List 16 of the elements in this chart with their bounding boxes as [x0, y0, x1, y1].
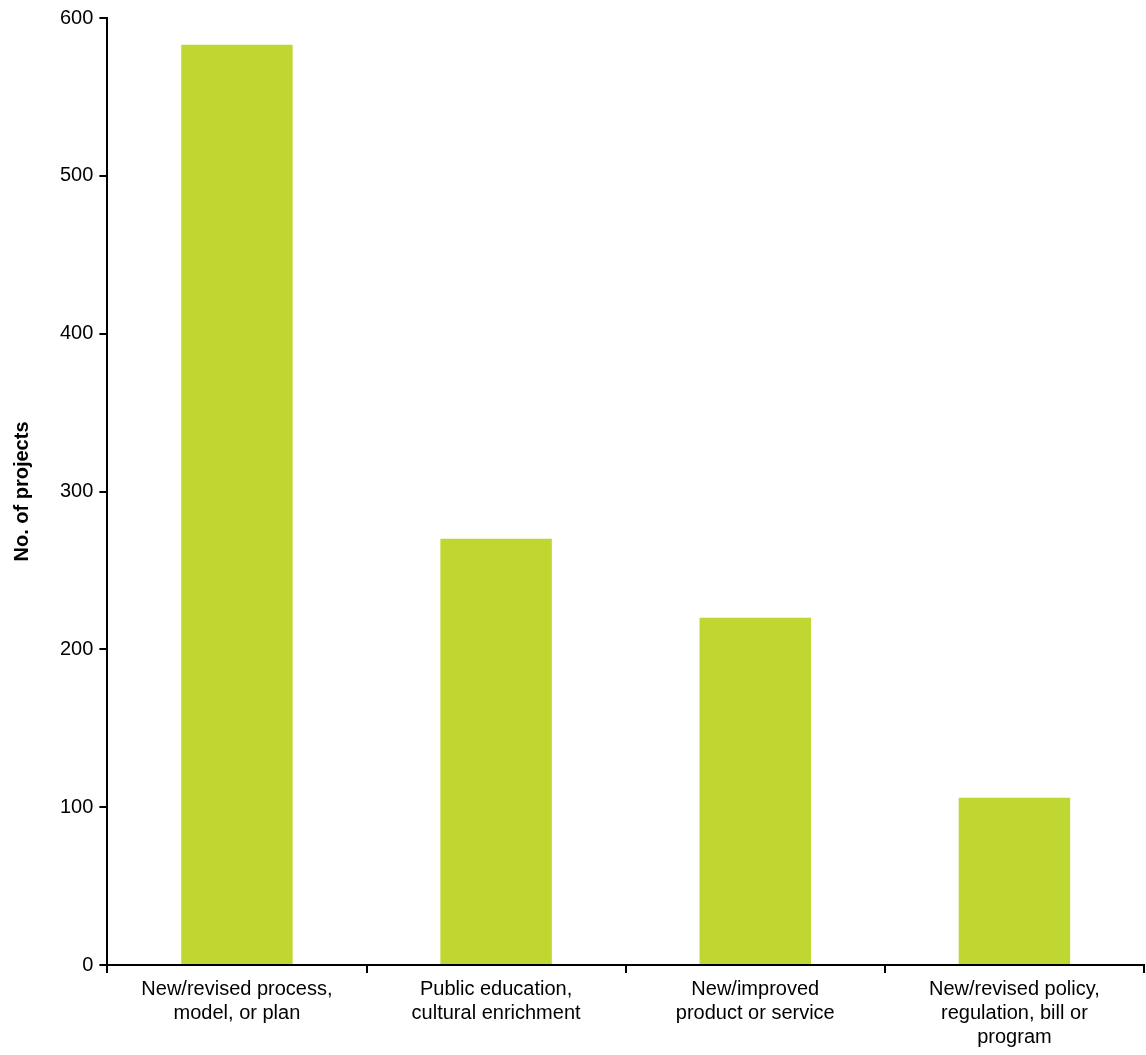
bar — [181, 44, 293, 964]
x-tick-label: Public education, cultural enrichment — [411, 976, 582, 1023]
y-tick-label: 500 — [59, 163, 94, 186]
x-tick-label: New/improved product or service — [675, 976, 835, 1023]
y-tick-label: 300 — [59, 479, 94, 502]
y-tick-label: 0 — [82, 952, 94, 975]
bar — [699, 617, 811, 964]
x-tick-label: New/revised policy, regulation, bill or program — [929, 976, 1100, 1047]
bar — [440, 538, 552, 964]
y-tick-label: 600 — [59, 5, 94, 28]
y-tick-label: 400 — [59, 321, 94, 344]
bar — [958, 797, 1071, 964]
y-axis-title: No. of projects — [9, 421, 32, 562]
y-tick-label: 200 — [59, 636, 94, 659]
x-tick-label: New/revised process, model, or plan — [141, 976, 333, 1023]
y-tick-label: 100 — [59, 794, 94, 817]
